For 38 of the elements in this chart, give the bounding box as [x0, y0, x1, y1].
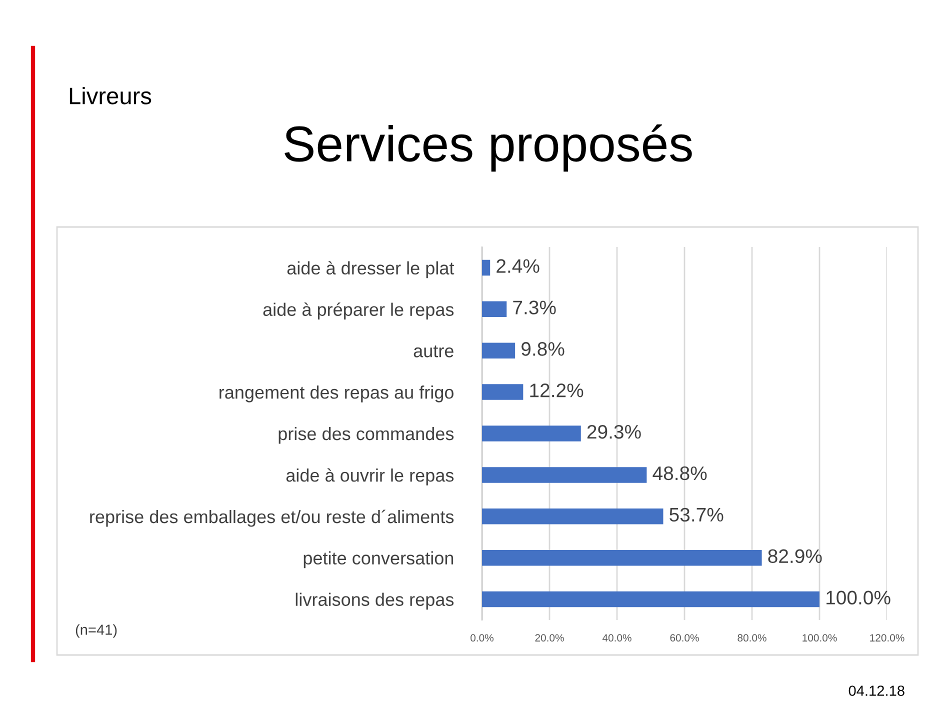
data-label: 12.2%: [530, 384, 584, 398]
data-label: 53.7%: [670, 508, 724, 522]
bar: [482, 467, 647, 483]
bar: [482, 426, 581, 442]
bar: [482, 384, 524, 400]
x-tick-label: 20.0%: [535, 634, 564, 642]
y-tick-label: livraisons des repas: [296, 592, 454, 610]
data-label: 2.4%: [496, 259, 540, 273]
bar: [482, 301, 507, 318]
x-tick-label: 40.0%: [602, 634, 632, 642]
bar: [482, 508, 664, 524]
y-tick-label: aide à préparer le repas: [263, 302, 454, 320]
data-label: 9.8%: [522, 342, 564, 356]
data-label: 7.3%: [513, 300, 556, 314]
x-tick-label: 100.0%: [802, 634, 837, 642]
x-tick-label: 120.0%: [870, 634, 904, 642]
chart-title: Services proposés: [284, 124, 692, 172]
x-tick-label: 80.0%: [738, 634, 766, 642]
bar: [482, 260, 490, 276]
bar: [482, 342, 516, 358]
data-label: 29.3%: [587, 424, 641, 439]
text: Livreurs: [70, 86, 152, 104]
bar: [482, 591, 820, 608]
y-tick-label: rangement des repas au frigo: [220, 386, 454, 402]
text: (n=41): [76, 624, 117, 638]
y-tick-label: autre: [414, 345, 454, 358]
data-label: 48.8%: [652, 466, 707, 480]
y-tick-label: prise des commandes: [278, 426, 454, 444]
y-tick-label: petite conversation: [304, 551, 454, 568]
data-label: 100.0%: [826, 590, 890, 604]
y-tick-label: aide à ouvrir le repas: [286, 468, 454, 486]
y-tick-label: aide à dresser le plat: [287, 261, 454, 278]
data-label: 82.9%: [768, 549, 822, 564]
x-tick-label: 0.0%: [470, 634, 494, 642]
text: 04.12.18: [848, 686, 904, 696]
y-tick-label: reprise des emballages et/ou reste d´aliments: [90, 510, 454, 527]
x-tick-label: 60.0%: [670, 634, 699, 642]
bar: [482, 550, 762, 566]
